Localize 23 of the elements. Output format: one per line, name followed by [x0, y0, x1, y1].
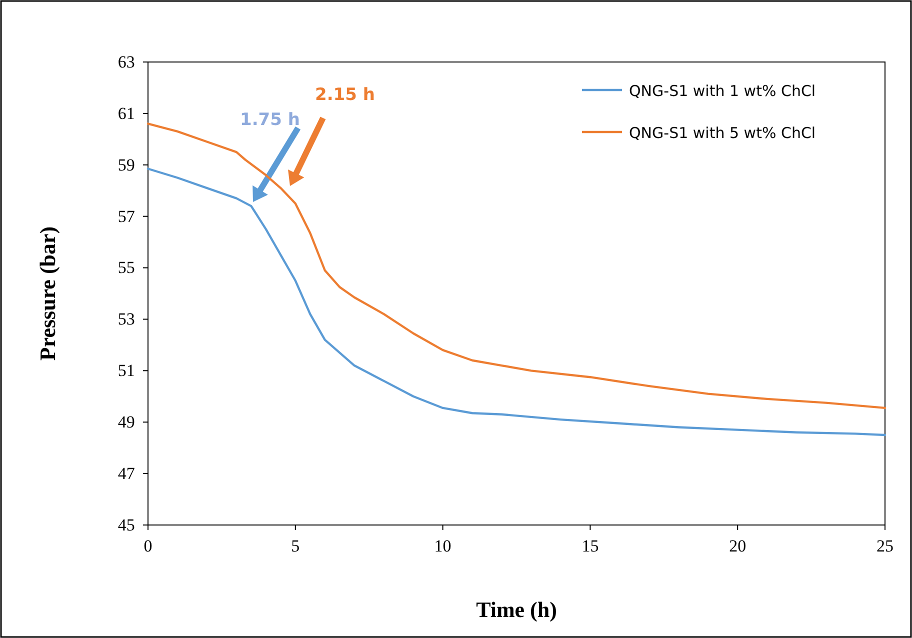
y-tick-label: 55: [118, 258, 135, 278]
x-axis-title: Time (h): [476, 597, 557, 622]
y-tick-label: 49: [118, 412, 135, 432]
x-tick-label: 0: [144, 536, 152, 556]
x-tick-label: 15: [582, 536, 599, 556]
x-tick-label: 10: [434, 536, 452, 556]
y-tick-label: 57: [118, 206, 136, 226]
y-tick-label: 59: [118, 155, 135, 174]
legend-label: QNG-S1 with 5 wt% ChCl: [629, 124, 816, 142]
y-tick-label: 53: [118, 310, 135, 329]
y-axis-title: Pressure (bar): [35, 226, 60, 361]
legend-label: QNG-S1 with 1 wt% ChCl: [629, 82, 816, 100]
x-tick-label: 25: [876, 536, 894, 556]
line-series: [146, 168, 886, 436]
annotation: 2.15 h: [315, 85, 375, 105]
y-tick-label: 45: [118, 515, 135, 534]
y-tick-label: 47: [118, 464, 136, 483]
x-tick-label: 20: [729, 536, 746, 556]
y-tick-label: 63: [118, 52, 135, 72]
y-tick-label: 61: [118, 104, 135, 123]
annotation: 1.75 h: [240, 110, 300, 130]
x-tick-label: 5: [291, 536, 300, 556]
y-tick-label: 51: [118, 361, 135, 380]
